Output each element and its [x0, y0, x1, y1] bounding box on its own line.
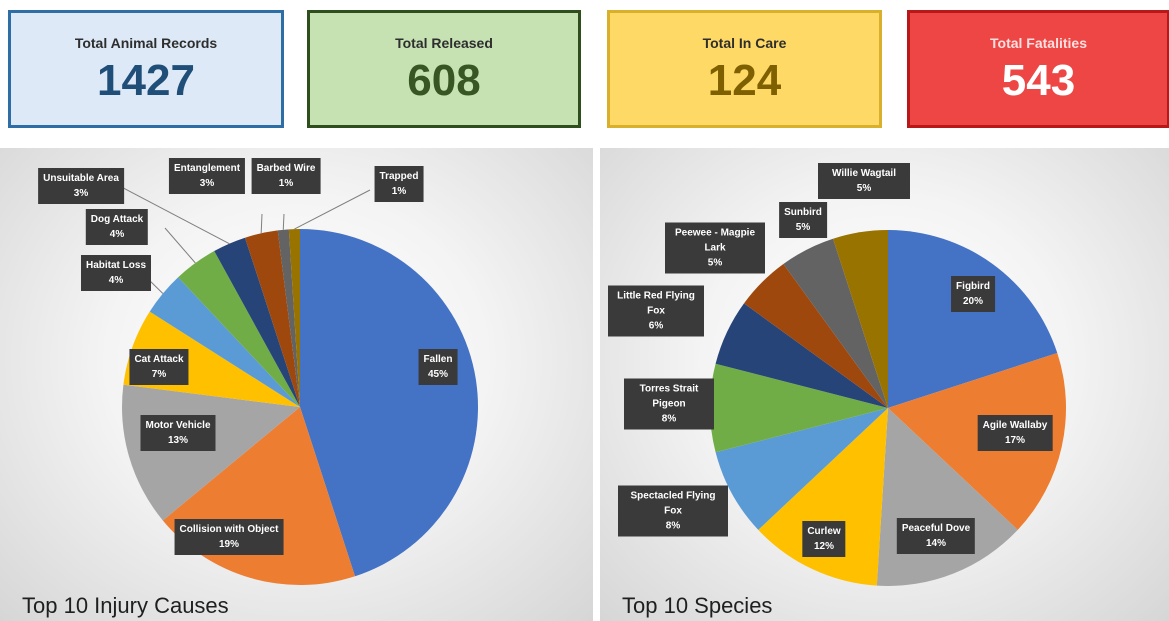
data-label-name: Spectacled Flying Fox [630, 490, 716, 517]
data-label-percent: 5% [707, 257, 723, 269]
data-label-torres-strait-pigeon: Torres Strait Pigeon 8% [624, 378, 714, 430]
data-label-percent: 13% [167, 435, 189, 446]
data-label-peaceful-dove: Peaceful Dove 14% [896, 518, 976, 554]
kpi-value: 1427 [97, 56, 195, 105]
kpi-label: Total In Care [702, 35, 787, 51]
data-label-name: Habitat Loss [85, 260, 147, 271]
data-label-percent: 3% [73, 188, 89, 199]
kpi-total-fatalities: Total Fatalities 543 [907, 10, 1169, 128]
injury-causes-chart-title: Top 10 Injury Causes [22, 593, 229, 618]
pie-slice-willie-wagtail [832, 230, 888, 408]
pie-slice-curlew [758, 408, 888, 586]
data-label-percent: 20% [962, 296, 984, 307]
data-label-little-red-flying-fox: Little Red Flying Fox 6% [608, 285, 704, 337]
data-label-percent: 12% [813, 541, 834, 552]
kpi-total-released: Total Released 608 [307, 10, 581, 128]
pie-slice-entanglement [244, 230, 300, 407]
data-label-percent: 17% [1004, 435, 1025, 446]
data-label-collision-with-object: Collision with Object 19% [174, 519, 284, 555]
data-label-percent: 1% [278, 178, 294, 189]
data-label-percent: 1% [391, 186, 407, 197]
pie-slice-fallen [300, 229, 478, 577]
kpi-total-animal-records: Total Animal Records 1427 [8, 10, 284, 128]
data-label-name: Willie Wagtail [832, 168, 896, 179]
data-label-percent: 4% [108, 275, 124, 286]
pie-slice-peewee-magpie-lark [743, 263, 888, 408]
pie-slice-unsuitable-area [214, 237, 300, 407]
kpi-value: 608 [407, 56, 481, 105]
data-label-name: Curlew [807, 526, 841, 537]
kpi-value: 543 [1001, 56, 1076, 105]
kpi-label: Total Released [395, 35, 493, 51]
injury-causes-chart-panel: Top 10 Injury Causes Fallen 45% Collision … [0, 148, 593, 621]
pie-slice-dog-attack [178, 251, 300, 407]
pie-slice-sunbird [783, 238, 888, 408]
data-label-name: Fallen [423, 354, 453, 365]
data-label-name: Cat Attack [134, 354, 184, 365]
data-label-spectacled-flying-fox: Spectacled Flying Fox 8% [618, 485, 728, 537]
data-label-willie-wagtail: Willie Wagtail 5% [818, 163, 910, 199]
kpi-label: Total Animal Records [74, 35, 218, 51]
data-label-name: Agile Wallaby [982, 420, 1048, 431]
data-label-percent: 7% [151, 369, 167, 380]
data-label-name: Peewee - Magpie Lark [674, 227, 756, 254]
pie-slice-trapped [288, 229, 300, 407]
data-label-cat-attack: Cat Attack 7% [129, 349, 189, 385]
species-chart-panel: Top 10 Species Figbird 20% Agile Wallaby 17… [600, 148, 1169, 621]
data-label-percent: 3% [199, 178, 215, 189]
pie-slice-spectacled-flying-fox [715, 408, 888, 530]
data-label-name: Torres Strait Pigeon [639, 383, 699, 410]
data-label-habitat-loss: Habitat Loss 4% [80, 255, 152, 291]
data-label-percent: 6% [648, 320, 664, 332]
pie-slice-figbird [888, 230, 1058, 408]
data-label-percent: 5% [795, 222, 811, 233]
data-label-percent: 8% [665, 520, 681, 532]
data-label-name: Entanglement [173, 163, 241, 174]
data-label-name: Peaceful Dove [901, 523, 971, 534]
species-chart-title: Top 10 Species [622, 593, 773, 618]
data-label-agile-wallaby: Agile Wallaby 17% [977, 415, 1053, 451]
pie-slice-habitat-loss [149, 277, 300, 407]
leader-line-trapped [294, 189, 371, 230]
data-label-name: Barbed Wire [256, 163, 316, 174]
leader-line-unsuitable-area [109, 180, 230, 245]
data-label-barbed-wire: Barbed Wire 1% [251, 158, 321, 194]
data-label-fallen: Fallen 45% [418, 349, 458, 385]
leader-line-barbed-wire [282, 213, 285, 230]
data-label-percent: 4% [109, 229, 125, 240]
data-label-name: Sunbird [784, 207, 822, 218]
kpi-value: 124 [707, 56, 782, 105]
data-label-figbird: Figbird 20% [951, 276, 995, 312]
data-label-name: Trapped [379, 171, 419, 182]
data-label-trapped: Trapped 1% [374, 166, 424, 202]
data-label-percent: 5% [856, 183, 872, 194]
data-label-name: Figbird [956, 281, 990, 292]
data-label-entanglement: Entanglement 3% [168, 158, 246, 194]
data-label-percent: 8% [661, 413, 677, 425]
data-label-unsuitable-area: Unsuitable Area 3% [38, 168, 124, 204]
data-label-name: Little Red Flying Fox [617, 290, 695, 317]
data-label-sunbird: Sunbird 5% [779, 202, 827, 238]
data-label-name: Dog Attack [90, 214, 144, 225]
pie-slice-barbed-wire [277, 229, 300, 407]
data-label-percent: 14% [925, 538, 946, 549]
data-label-peewee-magpie-lark: Peewee - Magpie Lark 5% [665, 222, 765, 274]
leader-line-entanglement [260, 213, 263, 234]
kpi-total-in-care: Total In Care 124 [607, 10, 882, 128]
data-label-name: Collision with Object [179, 524, 279, 535]
data-label-motor-vehicle: Motor Vehicle 13% [140, 415, 216, 451]
kpi-label: Total Fatalities [990, 35, 1087, 51]
pie-slice-little-red-flying-fox [715, 303, 888, 408]
data-label-percent: 45% [427, 369, 448, 380]
data-label-dog-attack: Dog Attack 4% [85, 209, 149, 245]
leader-line-dog-attack [164, 227, 196, 264]
data-label-name: Unsuitable Area [43, 173, 119, 184]
pie-slice-agile-wallaby [888, 352, 1066, 530]
data-label-curlew: Curlew 12% [802, 521, 846, 557]
data-label-percent: 19% [218, 539, 239, 550]
pie-slice-torres-strait-pigeon [710, 363, 888, 453]
data-label-name: Motor Vehicle [145, 420, 211, 431]
